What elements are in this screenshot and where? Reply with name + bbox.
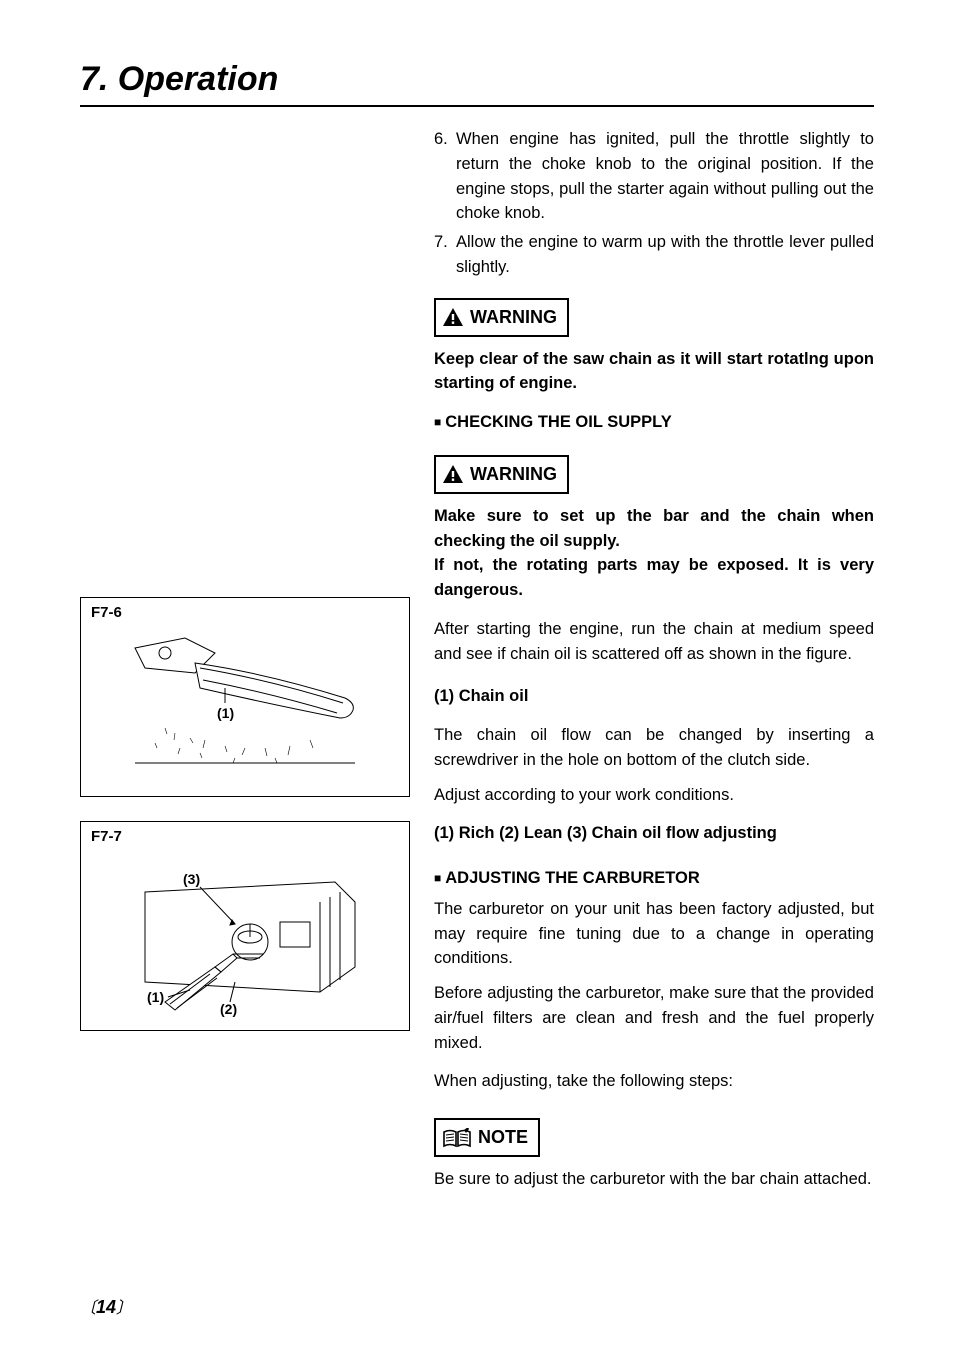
figures-column: F7-6 (1) bbox=[80, 127, 410, 1202]
chain-oil-label: (1) Chain oil bbox=[434, 684, 874, 709]
page-number-value: 14 bbox=[96, 1297, 116, 1317]
warning-text: If not, the rotating parts may be expose… bbox=[434, 553, 874, 603]
carburetor-adjust-diagram-icon: (3) (1) (2) bbox=[105, 842, 385, 1017]
paragraph: The chain oil flow can be changed by ins… bbox=[434, 723, 874, 773]
chainsaw-oil-diagram-icon: (1) bbox=[105, 618, 385, 778]
warning-triangle-icon bbox=[442, 464, 464, 484]
list-item: 7. Allow the engine to warm up with the … bbox=[434, 230, 874, 280]
paragraph: Before adjusting the carburetor, make su… bbox=[434, 981, 874, 1055]
heading-text: ADJUSTING THE CARBURETOR bbox=[445, 869, 700, 887]
chapter-heading: 7. Operation bbox=[80, 60, 874, 107]
list-text: Allow the engine to warm up with the thr… bbox=[456, 230, 874, 280]
paragraph: When adjusting, take the following steps… bbox=[434, 1069, 874, 1094]
paragraph: The carburetor on your unit has been fac… bbox=[434, 897, 874, 971]
warning-label: WARNING bbox=[470, 304, 557, 331]
list-number: 6. bbox=[434, 127, 456, 226]
square-bullet-icon: ■ bbox=[434, 871, 441, 885]
figure-f7-6: F7-6 (1) bbox=[80, 597, 410, 797]
list-item: 6. When engine has ignited, pull the thr… bbox=[434, 127, 874, 226]
callout-3: (3) bbox=[183, 871, 200, 887]
paragraph: Adjust according to your work conditions… bbox=[434, 783, 874, 808]
list-text: When engine has ignited, pull the thrott… bbox=[456, 127, 874, 226]
warning-triangle-icon bbox=[442, 307, 464, 327]
warning-text: Keep clear of the saw chain as it will s… bbox=[434, 347, 874, 397]
legend-line: (1) Rich (2) Lean (3) Chain oil flow adj… bbox=[434, 821, 874, 846]
section-heading-carb: ■ ADJUSTING THE CARBURETOR bbox=[434, 866, 874, 891]
figure-f7-7: F7-7 bbox=[80, 821, 410, 1031]
list-number: 7. bbox=[434, 230, 456, 280]
warning-text: Make sure to set up the bar and the chai… bbox=[434, 504, 874, 554]
note-label: NOTE bbox=[478, 1124, 528, 1151]
section-heading-oil: ■ CHECKING THE OIL SUPPLY bbox=[434, 410, 874, 435]
warning-callout: WARNING bbox=[434, 298, 569, 337]
paragraph: After starting the engine, run the chain… bbox=[434, 617, 874, 667]
callout-2: (2) bbox=[220, 1001, 237, 1017]
warning-callout: WARNING bbox=[434, 455, 569, 494]
square-bullet-icon: ■ bbox=[434, 415, 441, 429]
figure-label: F7-7 bbox=[91, 828, 122, 845]
page-number: 〔14〕 bbox=[80, 1294, 132, 1318]
callout-1: (1) bbox=[217, 705, 234, 721]
heading-text: CHECKING THE OIL SUPPLY bbox=[445, 413, 671, 431]
warning-label: WARNING bbox=[470, 461, 557, 488]
note-book-icon bbox=[442, 1128, 472, 1148]
text-column: 6. When engine has ignited, pull the thr… bbox=[434, 127, 874, 1202]
callout-1: (1) bbox=[147, 989, 164, 1005]
note-text: Be sure to adjust the carburetor with th… bbox=[434, 1167, 874, 1192]
two-column-layout: F7-6 (1) bbox=[80, 127, 874, 1202]
figure-label: F7-6 bbox=[91, 604, 122, 621]
note-callout: NOTE bbox=[434, 1118, 540, 1157]
